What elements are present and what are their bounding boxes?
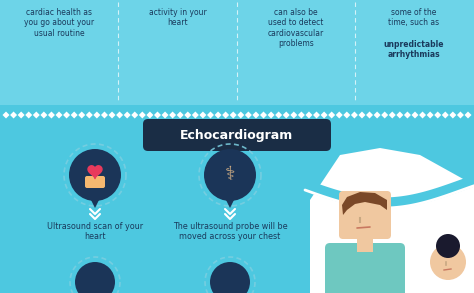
Polygon shape bbox=[162, 112, 169, 118]
Polygon shape bbox=[328, 112, 335, 118]
Circle shape bbox=[204, 149, 256, 201]
Polygon shape bbox=[245, 112, 252, 118]
Text: ⚕: ⚕ bbox=[225, 166, 235, 185]
Polygon shape bbox=[260, 112, 267, 118]
Text: Ultrasound scan of your
heart: Ultrasound scan of your heart bbox=[47, 222, 143, 241]
Circle shape bbox=[445, 237, 459, 251]
Polygon shape bbox=[419, 112, 426, 118]
Polygon shape bbox=[215, 112, 221, 118]
Polygon shape bbox=[63, 112, 70, 118]
Polygon shape bbox=[25, 112, 32, 118]
Polygon shape bbox=[139, 112, 146, 118]
Polygon shape bbox=[268, 112, 274, 118]
Polygon shape bbox=[225, 198, 235, 208]
FancyBboxPatch shape bbox=[339, 191, 391, 239]
Polygon shape bbox=[40, 112, 47, 118]
Polygon shape bbox=[366, 112, 373, 118]
Polygon shape bbox=[298, 112, 305, 118]
Polygon shape bbox=[207, 112, 214, 118]
Text: unpredictable
arrhythmias: unpredictable arrhythmias bbox=[384, 40, 444, 59]
Text: The ultrasound probe will be
moved across your chest: The ultrasound probe will be moved acros… bbox=[173, 222, 287, 241]
Polygon shape bbox=[381, 112, 388, 118]
FancyBboxPatch shape bbox=[325, 243, 405, 293]
FancyBboxPatch shape bbox=[85, 176, 105, 188]
Polygon shape bbox=[86, 112, 93, 118]
Polygon shape bbox=[192, 112, 199, 118]
Polygon shape bbox=[427, 112, 434, 118]
Circle shape bbox=[210, 262, 250, 293]
Polygon shape bbox=[343, 112, 350, 118]
FancyBboxPatch shape bbox=[0, 0, 474, 105]
Polygon shape bbox=[457, 112, 464, 118]
Polygon shape bbox=[131, 112, 138, 118]
Polygon shape bbox=[146, 112, 154, 118]
Polygon shape bbox=[358, 112, 365, 118]
Circle shape bbox=[75, 262, 115, 293]
Circle shape bbox=[69, 149, 121, 201]
Polygon shape bbox=[305, 112, 312, 118]
Polygon shape bbox=[200, 112, 206, 118]
Text: cardiac health as
you go about your
usual routine: cardiac health as you go about your usua… bbox=[24, 8, 94, 38]
Polygon shape bbox=[320, 112, 328, 118]
Polygon shape bbox=[275, 112, 282, 118]
Text: Echocardiogram: Echocardiogram bbox=[181, 129, 293, 142]
Polygon shape bbox=[336, 112, 343, 118]
Polygon shape bbox=[342, 192, 387, 215]
Polygon shape bbox=[411, 112, 419, 118]
Polygon shape bbox=[374, 112, 381, 118]
Polygon shape bbox=[237, 112, 244, 118]
Polygon shape bbox=[124, 112, 131, 118]
Polygon shape bbox=[18, 112, 25, 118]
Polygon shape bbox=[71, 112, 78, 118]
Polygon shape bbox=[177, 112, 184, 118]
Polygon shape bbox=[404, 112, 411, 118]
Polygon shape bbox=[101, 112, 108, 118]
Polygon shape bbox=[169, 112, 176, 118]
Polygon shape bbox=[396, 112, 403, 118]
Circle shape bbox=[436, 234, 460, 258]
Polygon shape bbox=[434, 112, 441, 118]
Polygon shape bbox=[313, 112, 320, 118]
Circle shape bbox=[430, 244, 466, 280]
Polygon shape bbox=[283, 112, 290, 118]
Polygon shape bbox=[351, 112, 358, 118]
Polygon shape bbox=[48, 112, 55, 118]
Polygon shape bbox=[442, 112, 449, 118]
Polygon shape bbox=[78, 112, 85, 118]
Polygon shape bbox=[109, 112, 116, 118]
Text: can also be
used to detect
cardiovascular
problems: can also be used to detect cardiovascula… bbox=[268, 8, 324, 48]
Polygon shape bbox=[184, 112, 191, 118]
Polygon shape bbox=[88, 166, 102, 178]
Polygon shape bbox=[33, 112, 40, 118]
Polygon shape bbox=[2, 112, 9, 118]
Polygon shape bbox=[222, 112, 229, 118]
Text: some of the
time, such as: some of the time, such as bbox=[388, 8, 439, 28]
Polygon shape bbox=[253, 112, 259, 118]
FancyBboxPatch shape bbox=[357, 230, 373, 252]
Polygon shape bbox=[10, 112, 17, 118]
Text: activity in your
heart: activity in your heart bbox=[149, 8, 207, 28]
Polygon shape bbox=[230, 112, 237, 118]
Polygon shape bbox=[389, 112, 396, 118]
Polygon shape bbox=[310, 148, 474, 293]
Polygon shape bbox=[449, 112, 456, 118]
FancyBboxPatch shape bbox=[143, 119, 331, 151]
Polygon shape bbox=[90, 198, 100, 208]
Polygon shape bbox=[290, 112, 297, 118]
Polygon shape bbox=[154, 112, 161, 118]
Polygon shape bbox=[55, 112, 63, 118]
Polygon shape bbox=[93, 112, 100, 118]
Polygon shape bbox=[116, 112, 123, 118]
Polygon shape bbox=[465, 112, 472, 118]
